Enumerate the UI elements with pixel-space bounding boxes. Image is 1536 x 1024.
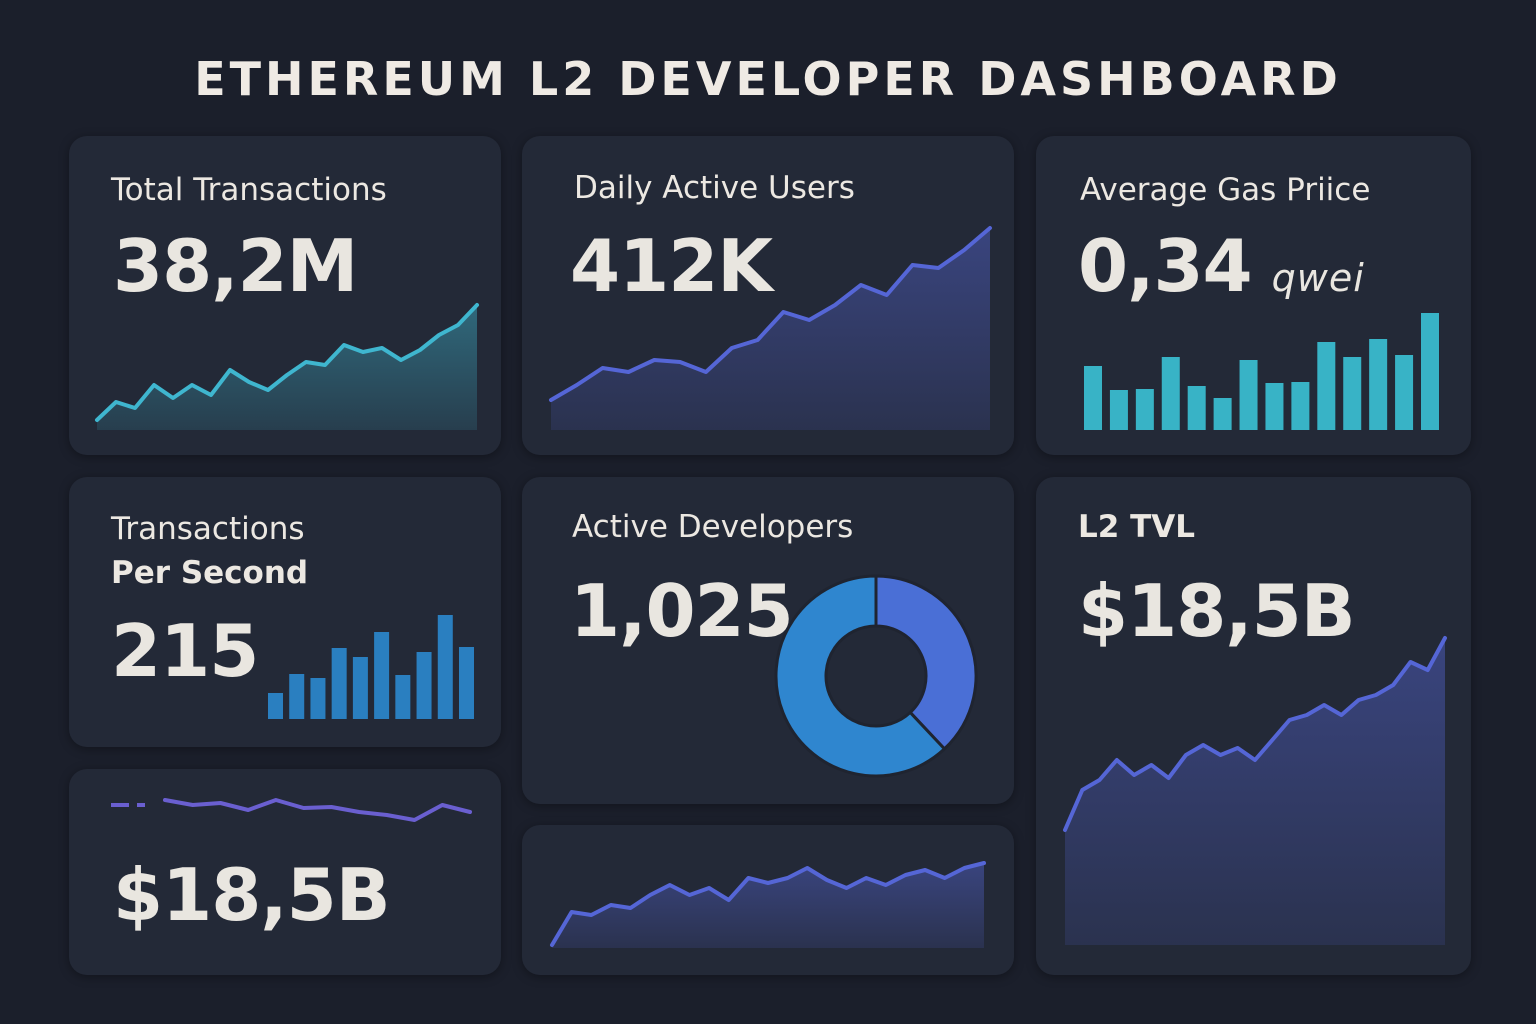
card-value: 0,34 qwei [1078,224,1365,308]
area-fill [552,863,984,948]
card-label-line1: Transactions [111,511,305,547]
area-fill [551,228,990,430]
bar [1317,342,1336,430]
bar [1343,357,1362,430]
card-label: L2 TVL [1078,509,1196,545]
bar [437,615,453,719]
bar [1265,383,1284,430]
trend-line [549,226,992,402]
card-tvl-secondary[interactable]: $18,5B [69,769,501,975]
bar [395,675,411,719]
bar [1421,313,1439,430]
bar [268,693,283,719]
developers-donut-chart [774,574,978,778]
card-daily-active-users[interactable]: Daily Active Users 412K [522,136,1014,455]
donut-slice [874,574,978,752]
bar [1369,339,1388,430]
bar [310,678,326,719]
bar [416,652,432,719]
card-active-developers[interactable]: Active Developers 1,025 [522,477,1014,804]
bar [331,648,347,719]
bar [1161,357,1180,430]
donut-slice [774,574,947,778]
card-value: $18,5B [1078,569,1356,653]
card-transactions-per-second[interactable]: Transactions Per Second 215 [69,477,501,747]
tps-bar-chart [268,615,474,719]
card-value: $18,5B [113,853,391,937]
bar [1135,389,1154,430]
bar [1187,386,1206,430]
bar [352,657,368,719]
area-fill [97,305,477,430]
card-value: 412K [570,224,773,308]
bar [1213,398,1232,430]
card-label-line2: Per Second [111,555,309,591]
card-l2-tvl[interactable]: L2 TVL $18,5B [1036,477,1471,975]
bar [1395,355,1414,430]
tvl-sparkline [1063,636,1447,945]
gas-unit: qwei [1271,256,1365,300]
card-label: Total Transactions [111,172,387,208]
card-label: Average Gas Priice [1080,172,1371,208]
transactions-sparkline [95,303,479,430]
area-fill [1065,638,1445,945]
card-value: 1,025 [570,569,794,653]
card-value: 215 [111,609,259,693]
card-bottom-trend[interactable] [522,825,1014,975]
gas-value: 0,34 [1078,224,1253,308]
bar [1291,382,1310,430]
page-title: ETHEREUM L2 DEVELOPER DASHBOARD [194,52,1342,106]
card-average-gas-price[interactable]: Average Gas Priice 0,34 qwei [1036,136,1471,455]
card-label: Active Developers [572,509,854,545]
bar [374,632,390,719]
trend-line [163,798,472,822]
tvl-secondary-sparkline [111,798,472,822]
card-label: Daily Active Users [574,170,855,206]
bar [1109,390,1128,430]
bar [1239,360,1258,430]
bar [459,647,474,719]
card-value: 38,2M [113,224,358,308]
users-sparkline [549,226,992,430]
bottom-trend-sparkline [550,861,986,948]
gas-bar-chart [1084,313,1439,430]
bar [1084,366,1102,430]
bar [289,674,305,719]
card-total-transactions[interactable]: Total Transactions 38,2M [69,136,501,455]
